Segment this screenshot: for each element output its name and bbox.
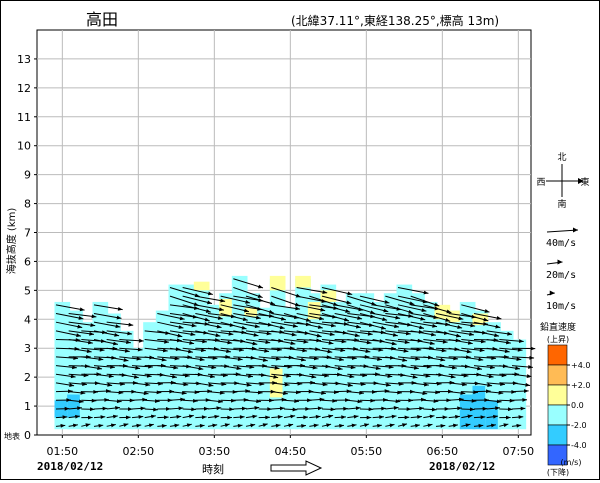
date-right: 2018/02/12 xyxy=(429,460,495,473)
y-axis-label: 海抜高度 (km) xyxy=(5,208,18,275)
wind-arrow-head xyxy=(531,347,536,351)
vertical-velocity-legend: 鉛直速度 (上昇) +4.0 +2.0 0.0 -2.0 -4.0 (m/s)(下降) xyxy=(540,321,590,477)
wind-arrow-head xyxy=(525,383,530,387)
wind-scale-arrow-head xyxy=(558,260,563,265)
wind-scale-item: 10m/s xyxy=(546,291,576,313)
wind-scale-item: 20m/s xyxy=(546,260,576,282)
y-tick-label: 13 xyxy=(17,53,31,66)
vv-legend-label: -2.0 xyxy=(571,421,587,430)
wind-arrow-head xyxy=(118,307,123,311)
x-tick-label: 03:50 xyxy=(198,445,230,458)
wind-speed-scale: 40m/s 20m/s 10m/s xyxy=(546,228,578,313)
vv-legend-title: 鉛直速度 xyxy=(540,321,576,333)
x-axis-label: 時刻 xyxy=(202,462,224,476)
y-tick-label: 3 xyxy=(24,342,31,355)
y-tick-label: 1 xyxy=(24,400,31,413)
vv-legend-unit: (m/s) xyxy=(561,458,582,467)
x-tick-label: 04:50 xyxy=(274,445,306,458)
wind-arrow-head xyxy=(529,356,534,360)
wind-scale-arrow-head xyxy=(550,291,555,296)
compass-west: 西 xyxy=(536,177,545,188)
wind-scale-label: 40m/s xyxy=(546,238,576,249)
vv-legend-top-note: (上昇) xyxy=(547,335,569,344)
compass-east: 東 xyxy=(580,176,589,188)
y-tick-label: 4 xyxy=(24,313,31,326)
x-tick-label: 02:50 xyxy=(122,445,154,458)
wind-arrow-head xyxy=(139,339,144,343)
compass-south: 南 xyxy=(557,198,566,210)
y-tick-label: 11 xyxy=(17,111,31,124)
station-name: 高田 xyxy=(86,10,118,29)
vv-legend-label: 0.0 xyxy=(571,401,584,410)
y-tick-label: 7 xyxy=(24,227,31,240)
surface-label: 地表 xyxy=(4,431,20,441)
vv-legend-label: +2.0 xyxy=(571,381,590,390)
y-tick-label: 9 xyxy=(24,169,31,182)
compass-north: 北 xyxy=(557,152,566,163)
wind-scale-arrow-head xyxy=(573,228,578,233)
vv-legend-label: -4.0 xyxy=(571,441,587,450)
station-info: (北緯37.11°,東経138.25°,標高 13m) xyxy=(291,13,499,28)
vv-legend-swatch xyxy=(548,405,567,425)
y-tick-label: 0 xyxy=(24,429,31,442)
x-axis: 01:50 02:50 03:50 04:50 05:50 06:50 07:50 xyxy=(46,435,534,458)
y-tick-label: 5 xyxy=(24,284,31,297)
vv-legend-swatch xyxy=(548,425,567,445)
y-tick-label: 8 xyxy=(24,198,31,211)
vv-legend-swatch xyxy=(548,385,567,405)
x-tick-label: 01:50 xyxy=(46,445,78,458)
x-tick-label: 05:50 xyxy=(350,445,382,458)
wind-arrow-head xyxy=(258,285,263,289)
y-tick-label: 10 xyxy=(17,140,31,153)
wind-scale-item: 40m/s xyxy=(546,228,578,250)
date-left: 2018/02/12 xyxy=(37,460,103,473)
vv-legend-swatch xyxy=(548,365,567,385)
wind-arrow-head xyxy=(524,389,529,393)
y-tick-label: 6 xyxy=(24,255,31,268)
wind-arrow-head xyxy=(80,307,85,311)
vv-cell-up xyxy=(194,282,210,291)
vv-legend-bottom-note: (下降) xyxy=(547,467,569,477)
wind-arrow-head xyxy=(424,291,429,295)
y-tick-label: 12 xyxy=(17,82,31,95)
vv-cell-up xyxy=(295,276,311,288)
vv-legend-swatch xyxy=(548,345,567,365)
vv-legend-label: +4.0 xyxy=(571,361,590,370)
compass-icon: 北 南 西 東 xyxy=(536,152,589,210)
time-direction-arrow-icon xyxy=(271,461,321,475)
wind-scale-label: 20m/s xyxy=(546,270,576,281)
x-tick-label: 06:50 xyxy=(426,445,458,458)
y-tick-label: 2 xyxy=(24,371,31,384)
x-tick-label: 07:50 xyxy=(502,445,534,458)
wind-scale-label: 10m/s xyxy=(546,301,576,312)
